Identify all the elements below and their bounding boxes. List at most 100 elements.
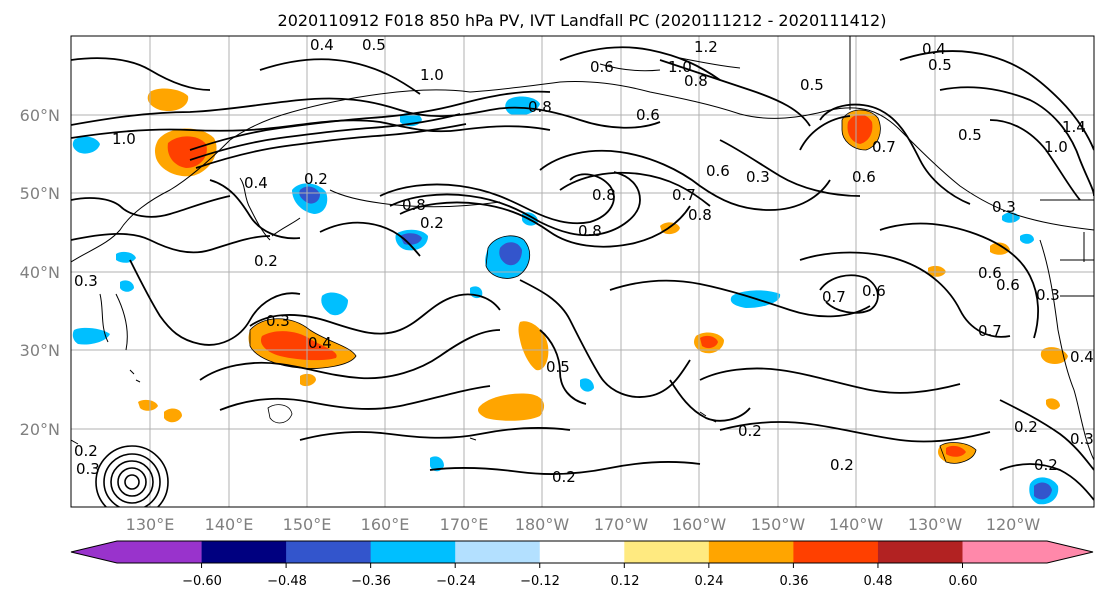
contour-label: 0.5 bbox=[958, 126, 982, 144]
contour-label: 0.7 bbox=[978, 322, 1002, 340]
contour-label: 0.3 bbox=[746, 168, 770, 186]
contour-line bbox=[195, 123, 467, 169]
typhoon-ring bbox=[110, 460, 154, 504]
contour-line bbox=[799, 251, 1011, 338]
shading-outline bbox=[939, 442, 977, 464]
colorbar-segment bbox=[201, 541, 287, 563]
contour-label: 0.2 bbox=[420, 214, 444, 232]
pv-blob bbox=[167, 136, 207, 168]
colorbar-label: −0.48 bbox=[267, 574, 307, 589]
graticule bbox=[71, 36, 1094, 507]
pv-blob bbox=[321, 292, 348, 316]
contour-line bbox=[899, 50, 1094, 151]
colorbar-segment bbox=[71, 541, 202, 563]
contour-line bbox=[399, 201, 691, 248]
colorbar-label: 0.24 bbox=[695, 574, 724, 589]
coastline bbox=[99, 293, 128, 351]
pv-blob bbox=[928, 265, 946, 277]
contour-label: 0.2 bbox=[552, 468, 576, 486]
colorbar-segment bbox=[286, 541, 372, 563]
pv-blob bbox=[505, 96, 540, 116]
pv-blob bbox=[72, 327, 110, 345]
lon-label: 140°W bbox=[829, 515, 884, 534]
contour-label: 0.7 bbox=[872, 138, 896, 156]
contour-line bbox=[989, 119, 1081, 201]
colorbar-outline bbox=[70, 540, 1094, 564]
contour-line bbox=[669, 379, 751, 422]
colorbar-label: 0.36 bbox=[780, 574, 809, 589]
contour-line bbox=[209, 179, 301, 240]
contour-line bbox=[999, 399, 1094, 471]
shading-outline bbox=[267, 404, 293, 424]
coastline bbox=[599, 57, 741, 72]
shading-outlines bbox=[249, 109, 977, 464]
contour-label: 0.6 bbox=[706, 162, 730, 180]
contour-label: 0.8 bbox=[688, 206, 712, 224]
pv-blob bbox=[1020, 233, 1034, 244]
contour-line bbox=[519, 279, 691, 398]
lat-label: 40°N bbox=[20, 263, 60, 282]
colorbar-segment bbox=[708, 541, 794, 563]
pv-blob bbox=[518, 321, 549, 371]
contour-line bbox=[259, 58, 421, 95]
contour-label: 0.6 bbox=[852, 168, 876, 186]
lon-label: 150°E bbox=[283, 515, 332, 534]
pv-blob bbox=[400, 233, 422, 245]
shading-outline bbox=[485, 235, 531, 279]
contour-line bbox=[819, 103, 971, 205]
lon-label: 160°W bbox=[672, 515, 727, 534]
colorbar-segment bbox=[539, 541, 625, 563]
colorbar-ticks bbox=[201, 563, 963, 568]
contour-line bbox=[199, 329, 501, 381]
pv-contours bbox=[71, 46, 1094, 501]
contour-label: 0.8 bbox=[402, 196, 426, 214]
contour-line bbox=[939, 86, 1094, 197]
pv-blob bbox=[72, 136, 100, 154]
lon-label: 170°E bbox=[440, 515, 489, 534]
contour-label: 0.8 bbox=[528, 98, 552, 116]
contour-label: 1.0 bbox=[668, 58, 692, 76]
contour-line bbox=[659, 59, 811, 127]
map-title: 2020110912 F018 850 hPa PV, IVT Landfall… bbox=[278, 11, 887, 30]
contour-label: 0.3 bbox=[1070, 430, 1094, 448]
colorbar-label: 0.48 bbox=[864, 574, 893, 589]
contour-label: 0.6 bbox=[590, 58, 614, 76]
pv-blob bbox=[164, 408, 182, 423]
contour-label: 0.2 bbox=[738, 422, 762, 440]
pv-blob bbox=[300, 373, 316, 387]
contour-label: 1.0 bbox=[112, 130, 136, 148]
contour-line bbox=[429, 461, 701, 475]
contour-line bbox=[71, 233, 271, 254]
contour-label: 0.2 bbox=[830, 456, 854, 474]
pv-blob bbox=[120, 280, 134, 292]
contour-label: 1.4 bbox=[1062, 118, 1086, 136]
contour-label: 1.0 bbox=[420, 66, 444, 84]
pv-blob bbox=[260, 331, 337, 361]
contour-line bbox=[189, 90, 551, 151]
pv-blob bbox=[847, 114, 873, 144]
colorbar-segment bbox=[962, 541, 1093, 563]
contour-label: 0.2 bbox=[1014, 418, 1038, 436]
pv-blob bbox=[990, 242, 1010, 255]
latitude-labels: 60°N 50°N 40°N 30°N 20°N bbox=[20, 106, 60, 439]
colorbar-label: 0.12 bbox=[611, 574, 640, 589]
contour-label: 0.6 bbox=[978, 264, 1002, 282]
contour-line bbox=[819, 274, 879, 314]
contour-line bbox=[539, 329, 587, 405]
contour-line bbox=[299, 427, 571, 441]
colorbar-segment bbox=[370, 541, 456, 563]
graticule-line bbox=[71, 114, 1094, 430]
contour-label: 0.6 bbox=[636, 106, 660, 124]
contour-label: 0.4 bbox=[244, 174, 268, 192]
contour-labels: 0.4 0.5 1.0 0.8 0.6 1.2 1.0 0.8 0.6 0.5 … bbox=[74, 36, 1094, 486]
colorbar-segment bbox=[624, 541, 710, 563]
pv-blob bbox=[147, 88, 189, 112]
contour-line bbox=[379, 173, 615, 225]
contour-label: 0.3 bbox=[992, 198, 1016, 216]
lon-label: 120°W bbox=[986, 515, 1041, 534]
contour-line bbox=[71, 97, 661, 129]
contour-line bbox=[129, 259, 301, 346]
typhoon-ring bbox=[95, 445, 169, 507]
colorbar-segments bbox=[71, 541, 1093, 563]
